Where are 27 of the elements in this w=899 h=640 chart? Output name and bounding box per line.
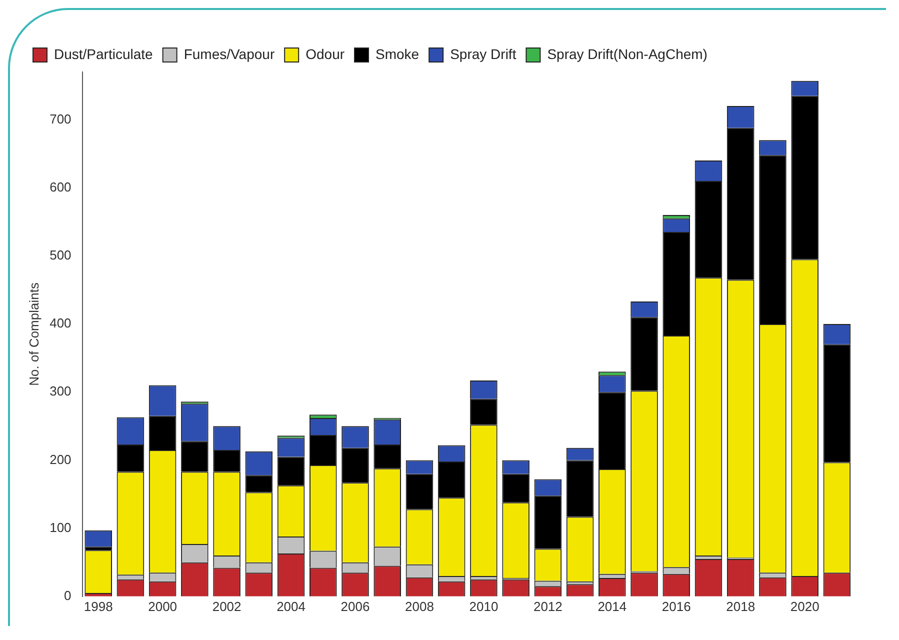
legend-label: Dust/Particulate: [54, 46, 154, 62]
legend-label: Odour: [306, 46, 345, 62]
x-tick-label: 1998: [84, 598, 113, 614]
y-tick-label: 600: [50, 179, 72, 194]
legend-label: Smoke: [376, 46, 420, 62]
y-tick-label: 300: [50, 384, 72, 399]
y-tick-label: 400: [50, 316, 72, 331]
y-tick-label: 700: [50, 111, 72, 126]
x-tick-label: 2014: [598, 598, 627, 614]
x-tick-label: 2010: [469, 598, 498, 614]
x-tick-label: 2006: [340, 598, 370, 614]
legend-label: Spray Drift: [450, 46, 516, 62]
x-tick-label: 2002: [212, 598, 242, 614]
x-tick-label: 2016: [662, 598, 691, 614]
y-axis-title: No. of Complaints: [26, 282, 42, 386]
legend-label: Spray Drift(Non-AgChem): [547, 46, 708, 62]
x-tick-label: 2018: [726, 598, 756, 614]
x-tick-label: 2020: [790, 598, 820, 614]
x-tick-label: 2012: [533, 598, 562, 614]
x-tick-label: 2008: [405, 598, 434, 614]
legend-label: Fumes/Vapour: [184, 46, 275, 62]
x-tick-label: 2004: [276, 598, 306, 614]
x-tick-label: 2000: [148, 598, 178, 614]
y-tick-label: 100: [50, 520, 72, 535]
y-tick-label: 0: [64, 588, 72, 603]
y-tick-label: 200: [50, 452, 72, 467]
y-tick-label: 500: [50, 247, 72, 262]
